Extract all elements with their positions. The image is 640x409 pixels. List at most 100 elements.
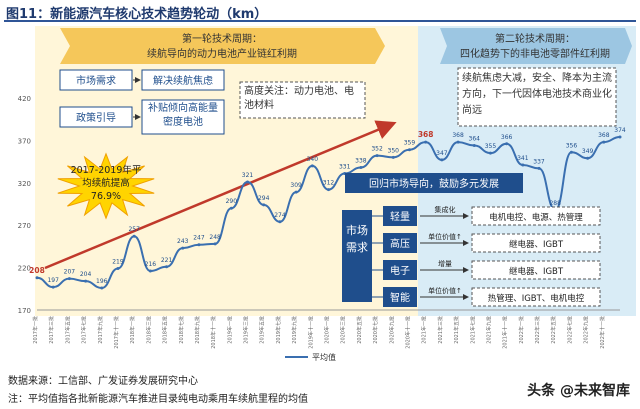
watermark: 头条 @未来智库 xyxy=(527,383,630,399)
trend-driver: 增量 xyxy=(438,259,452,268)
return-market-text: 回归市场导向，鼓励多元发展 xyxy=(369,177,499,190)
x-tick-label: 2022年七批 xyxy=(566,316,573,344)
x-tick-label: 2022年九批 xyxy=(583,316,590,344)
data-label: 368 xyxy=(418,130,434,139)
data-point xyxy=(505,142,509,146)
data-label: 340 xyxy=(307,156,319,163)
x-tick-label: 2019年十一批 xyxy=(307,316,314,349)
data-label: 204 xyxy=(80,271,92,278)
data-label: 374 xyxy=(614,127,626,134)
x-tick-label: 2021年五批 xyxy=(453,316,460,344)
data-point xyxy=(327,188,330,192)
market-demand-box xyxy=(59,69,133,91)
data-point xyxy=(197,243,201,247)
x-tick-label: 2017年五批 xyxy=(64,316,71,344)
x-tick-label: 2020年七批 xyxy=(372,316,379,344)
market-vertical-text: 市场需求 xyxy=(346,224,368,254)
data-point xyxy=(391,155,395,159)
x-tick-label: 2018年一批 xyxy=(129,316,136,344)
data-label: 368 xyxy=(598,132,610,139)
y-tick-label: 220 xyxy=(18,265,31,273)
trend-rows: 轻量集成化电机电控、电源、热管理高压单位价值↑继电器、IGBT电子增量继电器、I… xyxy=(372,205,601,307)
x-tick-label: 2021年七批 xyxy=(469,316,476,344)
trend-driver: 集成化 xyxy=(435,205,456,214)
x-tick-label: 2022年十一批 xyxy=(599,316,606,349)
x-tick-label: 2018年十一批 xyxy=(210,316,217,349)
x-tick-label: 2017年十一批 xyxy=(113,316,120,349)
data-point xyxy=(521,163,525,167)
data-label: 219 xyxy=(112,258,124,265)
data-label: 243 xyxy=(177,238,189,245)
data-label: 257 xyxy=(128,226,140,233)
x-tick-label: 2022年三批 xyxy=(534,316,541,344)
data-point xyxy=(246,180,250,184)
trend-parts-box xyxy=(471,233,601,253)
note-text: 注：平均值指各批新能源汽车推进目录纯电动乘用车续航里程的均值 xyxy=(8,394,308,405)
title-rule xyxy=(4,20,636,22)
data-point xyxy=(359,166,363,170)
x-tick-label: 2018年九批 xyxy=(194,316,201,344)
data-point xyxy=(488,151,492,155)
trend-driver: 单位价值↑ xyxy=(428,286,462,295)
x-tick-label: 2020年九批 xyxy=(388,316,395,344)
data-label: 247 xyxy=(193,235,205,242)
market-demand-text: 市场需求 xyxy=(76,74,116,87)
source-text: 数据来源：工信部、广发证券发展研究中心 xyxy=(8,376,198,387)
y-tick-label: 370 xyxy=(18,137,31,145)
data-point xyxy=(213,242,217,246)
data-label: 309 xyxy=(290,182,302,189)
trend-parts: 继电器、IGBT xyxy=(509,239,564,250)
data-point xyxy=(148,269,152,273)
data-point xyxy=(262,203,266,207)
trend-parts: 热管理、IGBT、电机电控 xyxy=(488,293,585,304)
trend-parts-box xyxy=(471,287,601,307)
data-point xyxy=(602,140,606,144)
data-label: 347 xyxy=(436,150,448,157)
x-tick-label: 2022年一批 xyxy=(518,316,525,344)
x-tick-label: 2017年三批 xyxy=(48,316,55,344)
data-point xyxy=(229,206,233,210)
data-label: 350 xyxy=(388,147,400,154)
range-anxiety-box xyxy=(141,69,225,91)
data-point xyxy=(165,265,169,269)
data-point xyxy=(310,164,314,168)
data-label: 196 xyxy=(96,278,108,285)
x-axis: 2017年一批 2017年三批 2017年五批 2017年七批 2017年九批 2017年… xyxy=(32,316,606,349)
data-point xyxy=(278,220,282,224)
phase2-title: 第二轮技术周期： xyxy=(495,32,575,45)
x-tick-label: 2017年一批 xyxy=(32,316,39,344)
x-tick-label: 2021年九批 xyxy=(485,316,492,344)
star-badge xyxy=(57,152,155,220)
subsidy-box xyxy=(141,99,225,135)
data-point xyxy=(132,234,136,238)
phase1-subtitle: 续航导向的动力电池产业链红利期 xyxy=(147,47,297,60)
policy-box xyxy=(59,106,133,128)
data-point xyxy=(456,140,460,144)
data-label: 207 xyxy=(64,269,76,276)
data-label: 366 xyxy=(501,134,513,141)
data-label: 349 xyxy=(582,148,594,155)
y-tick-label: 320 xyxy=(18,180,31,188)
figure-title: 图11：新能源汽车核心技术趋势轮动（km） xyxy=(6,7,268,22)
phase1-banner xyxy=(60,28,385,64)
data-label: 364 xyxy=(469,135,481,142)
range-anxiety-text: 解决续航焦虑 xyxy=(153,74,213,87)
data-label: 321 xyxy=(242,172,254,179)
y-tick-label: 420 xyxy=(18,95,31,103)
trend-parts-box xyxy=(471,206,601,226)
x-tick-label: 2021年三批 xyxy=(437,316,444,344)
data-label: 294 xyxy=(258,195,270,202)
trend-label: 电子 xyxy=(390,264,410,277)
trend-label-box xyxy=(383,287,417,307)
x-tick-label: 2020年一批 xyxy=(324,316,331,344)
data-label: 288 xyxy=(549,200,561,207)
x-tick-label: 2019年三批 xyxy=(243,316,250,344)
data-point xyxy=(181,246,185,250)
data-point xyxy=(440,158,444,162)
phase2-text: 续航焦虑大减，安全、降本为主流方向，下一代因体电池技术商业化尚远 xyxy=(462,73,612,116)
data-label: 341 xyxy=(517,155,529,162)
data-label: 331 xyxy=(339,163,351,170)
y-tick-label: 170 xyxy=(18,307,31,315)
data-point xyxy=(84,279,88,283)
